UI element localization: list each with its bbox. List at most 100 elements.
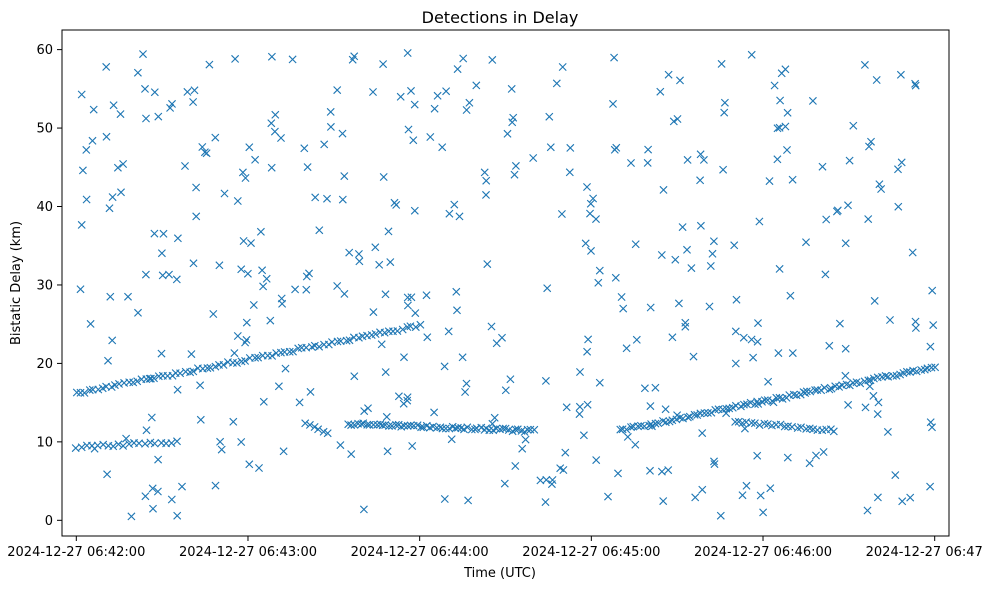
- detection-point: [488, 55, 497, 64]
- detection-point: [359, 505, 368, 514]
- detection-point: [452, 287, 461, 296]
- detection-point: [104, 356, 112, 365]
- detection-point: [586, 199, 595, 208]
- detection-point: [173, 234, 182, 243]
- detection-point: [756, 491, 765, 500]
- x-tick-label: 2024-12-27 06:47:00: [866, 545, 984, 560]
- detection-point: [383, 447, 392, 456]
- detection-point: [302, 285, 311, 294]
- detection-point: [467, 425, 476, 434]
- detection-point: [523, 425, 532, 434]
- detection-point: [595, 266, 604, 275]
- detection-point: [772, 393, 781, 402]
- detection-point: [256, 227, 265, 236]
- detection-point: [422, 291, 431, 300]
- detection-point: [183, 87, 192, 96]
- detection-point: [841, 344, 850, 353]
- detection-point: [440, 362, 449, 371]
- detection-point: [108, 193, 117, 202]
- detection-point: [678, 223, 687, 232]
- detection-point: [410, 206, 419, 215]
- detection-point: [205, 60, 214, 69]
- detection-point: [781, 122, 790, 131]
- detection-point: [518, 444, 527, 453]
- detection-point: [82, 195, 91, 204]
- detection-point: [133, 377, 142, 386]
- detection-point: [776, 96, 785, 105]
- detection-point: [109, 101, 118, 110]
- detection-point: [268, 351, 277, 360]
- detection-point: [342, 336, 351, 345]
- detection-point: [173, 511, 182, 520]
- detection-point: [738, 491, 747, 500]
- detection-point: [668, 333, 677, 342]
- detection-point: [829, 427, 838, 436]
- detection-point: [270, 127, 279, 136]
- detection-point: [786, 291, 795, 300]
- detection-point: [338, 195, 347, 204]
- detection-point: [336, 441, 345, 450]
- detection-point: [400, 421, 409, 430]
- y-tick-label: 30: [36, 278, 53, 293]
- detection-point: [150, 439, 159, 448]
- detection-point: [793, 424, 802, 432]
- detection-point: [509, 113, 518, 122]
- detection-point: [239, 237, 248, 245]
- detection-point: [393, 327, 402, 335]
- detection-point: [249, 301, 258, 309]
- detection-point: [719, 165, 728, 174]
- detection-point: [340, 289, 349, 298]
- detection-point: [884, 372, 893, 381]
- detection-point: [926, 482, 935, 491]
- detection-point: [394, 392, 403, 401]
- detection-point: [157, 349, 166, 358]
- detection-point: [659, 497, 668, 506]
- detection-point: [691, 493, 700, 502]
- detection-point: [301, 419, 310, 428]
- detection-point: [886, 316, 894, 324]
- detection-point: [877, 185, 886, 193]
- detection-point: [258, 266, 267, 275]
- detection-point: [592, 456, 601, 465]
- detection-point: [507, 84, 516, 93]
- detection-point: [543, 284, 552, 293]
- detection-point: [898, 497, 907, 506]
- detection-point: [173, 385, 182, 394]
- detection-point: [700, 409, 709, 418]
- detection-point: [154, 112, 163, 121]
- detection-point: [410, 100, 419, 109]
- detection-point: [168, 99, 176, 108]
- detection-point: [406, 421, 415, 430]
- detection-point: [720, 108, 729, 117]
- detection-point: [482, 176, 491, 185]
- detection-point: [646, 303, 655, 312]
- detection-point: [860, 60, 869, 69]
- detection-point: [894, 202, 903, 211]
- detection-point: [315, 226, 324, 235]
- detection-point: [241, 174, 250, 182]
- detection-point: [869, 391, 878, 400]
- detection-point: [247, 239, 255, 248]
- detection-point: [190, 86, 199, 95]
- detection-point: [506, 375, 515, 384]
- detection-point: [654, 419, 663, 428]
- detection-point: [102, 132, 111, 141]
- detection-point: [145, 374, 154, 383]
- y-tick-label: 50: [36, 122, 53, 137]
- detection-point: [659, 185, 668, 194]
- detection-point: [350, 372, 359, 381]
- detection-point: [503, 129, 512, 138]
- detection-point: [314, 425, 323, 434]
- detection-point: [556, 464, 565, 473]
- detection-point: [755, 421, 764, 430]
- detection-point: [458, 353, 467, 362]
- detection-point: [777, 69, 786, 78]
- detection-point: [203, 364, 212, 373]
- detection-point: [267, 52, 276, 61]
- detection-point: [80, 388, 89, 397]
- detection-point: [77, 443, 86, 452]
- detection-point: [323, 429, 332, 438]
- detection-point: [710, 460, 719, 469]
- detection-point: [732, 295, 741, 304]
- detection-point: [453, 423, 462, 432]
